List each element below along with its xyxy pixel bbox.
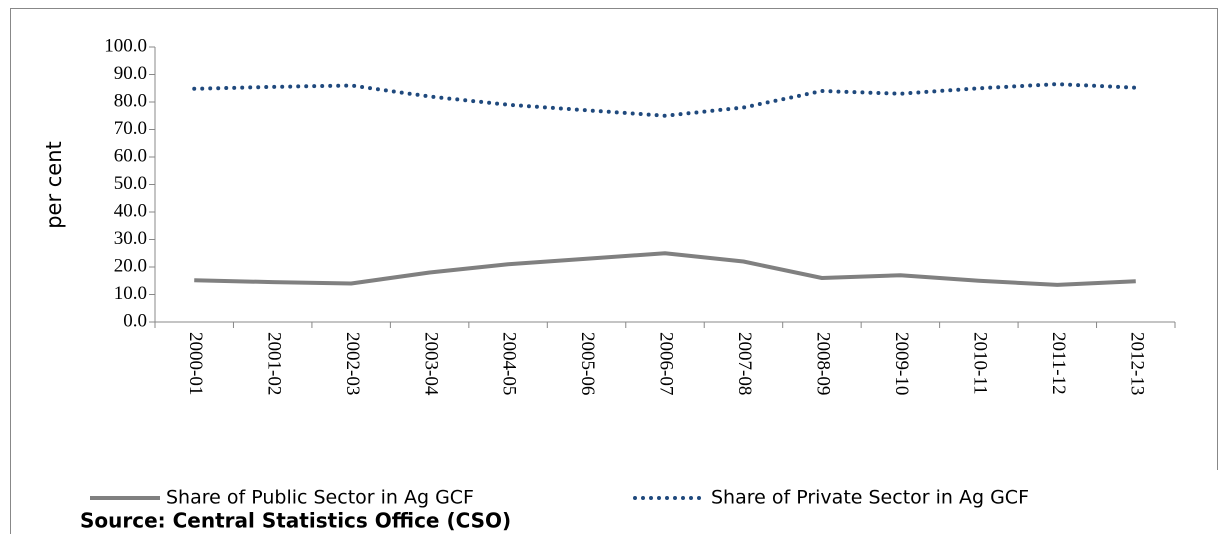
x-tick-label: 2006-07 bbox=[656, 332, 677, 395]
y-tick-label: 50.0 bbox=[114, 173, 147, 194]
x-tick-label: 2002-03 bbox=[342, 332, 363, 395]
series-line bbox=[194, 251, 1136, 287]
x-tick-label: 2001-02 bbox=[263, 332, 284, 395]
x-tick-label: 2009-10 bbox=[891, 332, 912, 395]
y-tick-label: 100.0 bbox=[104, 35, 147, 56]
x-tick-label: 2010-11 bbox=[969, 332, 990, 395]
x-tick-label: 2000-01 bbox=[185, 332, 206, 395]
y-axis-label: per cent bbox=[42, 141, 66, 229]
y-tick-label: 30.0 bbox=[114, 228, 147, 249]
x-tick-label: 2003-04 bbox=[420, 332, 441, 396]
source: Source: Central Statistics Office (CSO) bbox=[80, 509, 511, 533]
x-tick-label: 2012-13 bbox=[1126, 332, 1147, 395]
y-tick-label: 0.0 bbox=[123, 310, 147, 331]
x-tick-label: 2011-12 bbox=[1048, 332, 1069, 395]
series-line bbox=[192, 82, 1138, 118]
x-tick-label: 2008-09 bbox=[813, 332, 834, 395]
y-tick-label: 60.0 bbox=[114, 145, 147, 166]
y-tick-label: 80.0 bbox=[114, 90, 147, 111]
x-tick-label: 2005-06 bbox=[577, 332, 598, 395]
legend-label: Share of Public Sector in Ag GCF bbox=[166, 487, 474, 509]
y-tick-label: 70.0 bbox=[114, 118, 147, 139]
y-tick-label: 40.0 bbox=[114, 200, 147, 221]
legend-label: Share of Private Sector in Ag GCF bbox=[711, 487, 1029, 509]
y-tick-label: 10.0 bbox=[114, 283, 147, 304]
x-tick-label: 2007-08 bbox=[734, 332, 755, 395]
y-tick-label: 90.0 bbox=[114, 63, 147, 84]
x-tick-label: 2004-05 bbox=[499, 332, 520, 395]
y-tick-label: 20.0 bbox=[114, 255, 147, 276]
chart-border bbox=[10, 8, 1218, 534]
